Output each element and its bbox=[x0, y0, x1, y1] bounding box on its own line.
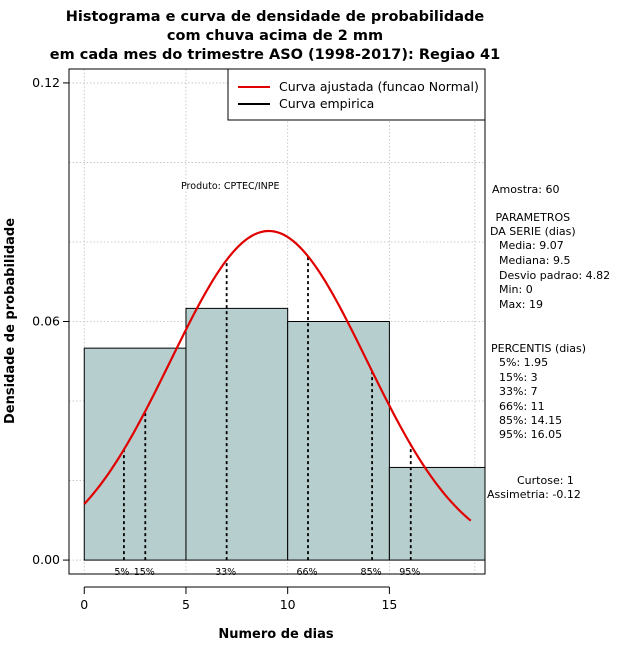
y-tick-label-2: 0.12 bbox=[32, 75, 60, 90]
param-mediana: Mediana: 9.5 bbox=[499, 254, 570, 267]
percentile-markers: 5% 15% 33% 66% 85% 95% bbox=[114, 256, 420, 578]
percentis-header: PERCENTIS (dias) bbox=[491, 342, 586, 355]
params-header-1: PARAMETROS bbox=[492, 211, 570, 224]
x-tick-label-0: 0 bbox=[80, 597, 88, 612]
histogram-bar-3 bbox=[388, 466, 486, 561]
x-axis-title: Numero de dias bbox=[218, 627, 334, 642]
percentil-95: 95%: 16.05 bbox=[499, 428, 562, 441]
param-desvio: Desvio padrao: 4.82 bbox=[499, 269, 610, 282]
legend-box bbox=[227, 68, 486, 121]
percentil-33: 33%: 7 bbox=[499, 385, 538, 398]
chart-title-line-3: em cada mes do trimestre ASO (1998-2017)… bbox=[50, 47, 500, 63]
chart-title-line-2: com chuva acima de 2 mm bbox=[167, 28, 383, 44]
percentil-66: 66%: 11 bbox=[499, 400, 545, 413]
histogram-bar-2 bbox=[287, 321, 390, 561]
param-max: Max: 19 bbox=[499, 298, 543, 311]
amostra-text: Amostra: 60 bbox=[492, 183, 559, 196]
x-tick-label-1: 5 bbox=[182, 597, 190, 612]
curtose-text: Curtose: 1 bbox=[517, 474, 574, 487]
histogram-bar-0 bbox=[83, 347, 187, 561]
percentile-label-4: 85% bbox=[361, 567, 382, 578]
percentile-label-1: 15% bbox=[134, 567, 155, 578]
legend-label-empirica: Curva empirica bbox=[279, 96, 374, 111]
y-axis: 0.00 0.06 0.12 bbox=[32, 75, 70, 567]
x-axis: 0 5 10 15 bbox=[80, 586, 397, 612]
normal-curve-line bbox=[83, 229, 472, 522]
y-tick-label-0: 0.00 bbox=[32, 552, 60, 567]
percentile-label-2: 33% bbox=[215, 567, 236, 578]
y-axis-title: Densidade de probabilidade bbox=[3, 218, 18, 424]
product-label: Produto: CPTEC/INPE bbox=[181, 181, 280, 192]
percentile-label-3: 66% bbox=[296, 567, 317, 578]
y-tick-label-1: 0.06 bbox=[32, 314, 60, 329]
params-header-2: DA SERIE (dias) bbox=[490, 225, 576, 238]
chart-title-line-1: Histograma e curva de densidade de proba… bbox=[66, 9, 485, 25]
param-media: Media: 9.07 bbox=[499, 239, 564, 252]
stats-annotations: Amostra: 60 PARAMETROS DA SERIE (dias) M… bbox=[487, 183, 610, 501]
percentil-15: 15%: 3 bbox=[499, 371, 538, 384]
legend-label-normal: Curva ajustada (funcao Normal) bbox=[279, 79, 479, 94]
percentil-5: 5%: 1.95 bbox=[499, 356, 548, 369]
histogram-bar-1 bbox=[185, 307, 289, 561]
param-min: Min: 0 bbox=[499, 283, 533, 296]
assimetria-text: Assimetria: -0.12 bbox=[487, 488, 581, 501]
legend: Curva ajustada (funcao Normal) Curva emp… bbox=[227, 68, 486, 121]
percentil-85: 85%: 14.15 bbox=[499, 414, 562, 427]
percentile-label-0: 5% bbox=[114, 567, 129, 578]
percentile-label-5: 95% bbox=[399, 567, 420, 578]
x-tick-label-3: 15 bbox=[381, 597, 397, 612]
histogram-bars bbox=[83, 307, 486, 561]
x-tick-label-2: 10 bbox=[280, 597, 296, 612]
